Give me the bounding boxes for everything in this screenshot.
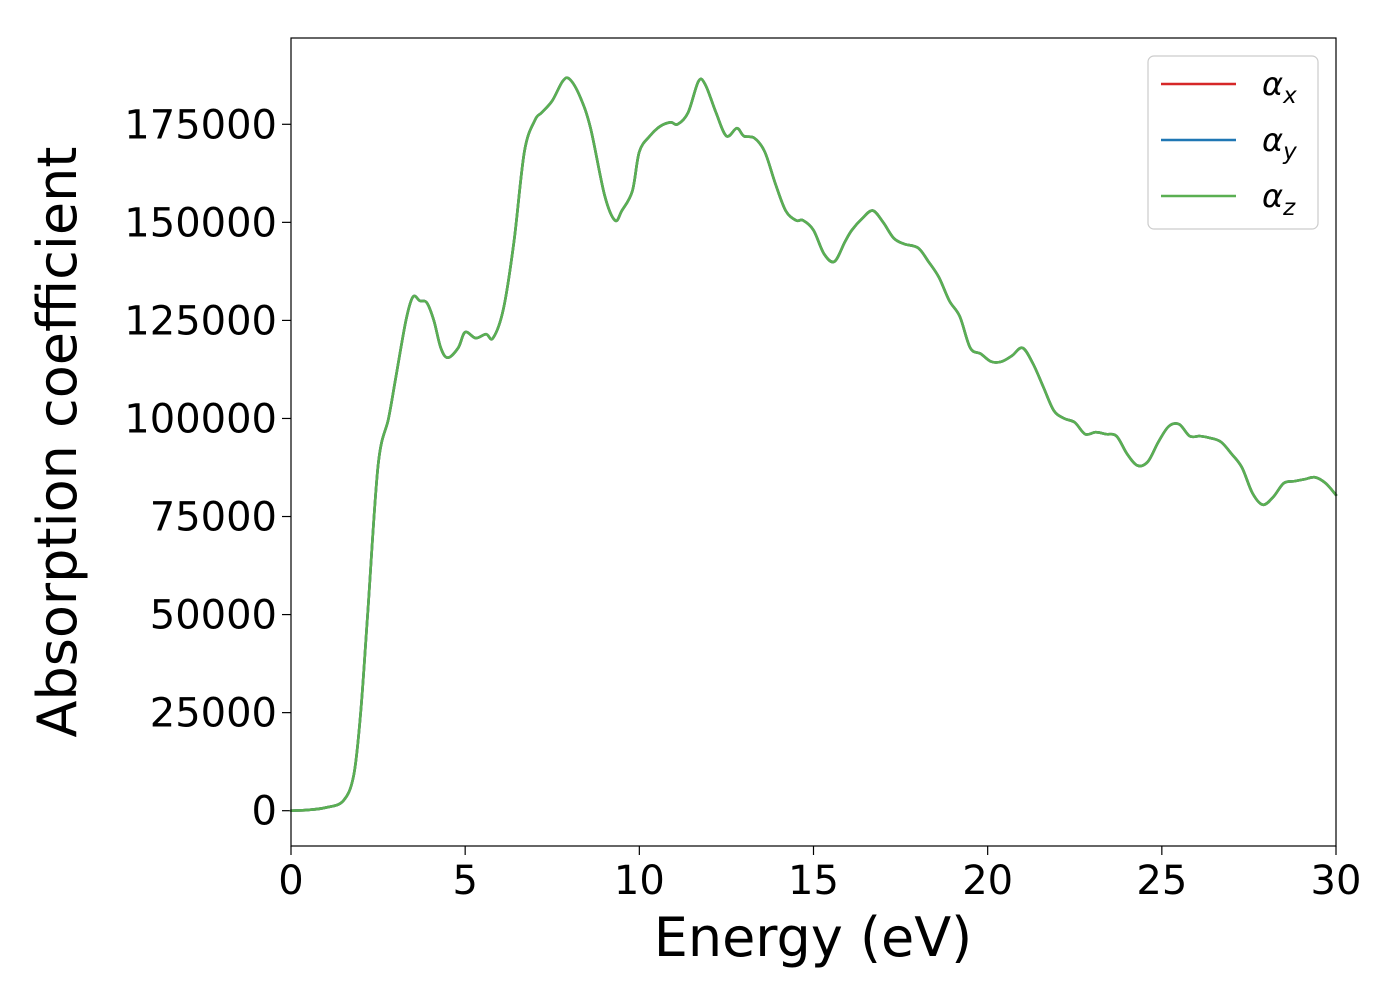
- y-tick-label: 25000: [150, 691, 277, 737]
- x-tick-label: 0: [278, 858, 303, 904]
- x-tick-label: 20: [962, 858, 1013, 904]
- x-tick-label: 5: [452, 858, 477, 904]
- x-axis-label: Energy (eV): [654, 906, 973, 969]
- legend-box: [1147, 55, 1319, 230]
- legend-label-alpha-y: αy: [1262, 121, 1297, 165]
- x-tick-label: 30: [1311, 858, 1362, 904]
- x-tick-label: 15: [788, 858, 839, 904]
- y-tick-label: 150000: [124, 200, 277, 246]
- y-axis-label: Absorption coefficient: [26, 147, 89, 738]
- legend-subscript: z: [1282, 195, 1296, 221]
- y-tick-label: 75000: [150, 495, 277, 541]
- y-tick-label: 125000: [124, 298, 277, 344]
- y-tick-label: 175000: [124, 102, 277, 148]
- legend-subscript: x: [1282, 83, 1297, 109]
- y-tick-label: 50000: [150, 593, 277, 639]
- legend-symbol: α: [1262, 121, 1283, 159]
- plot-frame: [290, 37, 1337, 847]
- legend-subscript: y: [1282, 139, 1297, 165]
- legend-label-alpha-z: αz: [1262, 177, 1296, 221]
- legend-label-alpha-x: αx: [1262, 65, 1297, 109]
- legend-symbol: α: [1262, 177, 1283, 215]
- y-axis-ticks: 0 25000 50000 75000 100000 125000 150000 175000: [124, 102, 291, 835]
- x-axis-ticks: 0 5 10 15 20 25 30: [278, 846, 1361, 904]
- y-tick-label: 0: [252, 789, 277, 835]
- x-tick-label: 10: [614, 858, 665, 904]
- x-tick-label: 25: [1136, 858, 1187, 904]
- y-tick-label: 100000: [124, 396, 277, 442]
- legend-symbol: α: [1262, 65, 1283, 103]
- series-line-alpha-z: [289, 76, 1338, 812]
- series-layer: [289, 76, 1338, 812]
